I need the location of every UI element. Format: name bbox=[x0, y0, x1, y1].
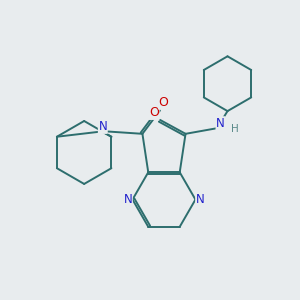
Text: N: N bbox=[98, 120, 107, 133]
Text: O: O bbox=[149, 106, 159, 119]
Text: N: N bbox=[216, 117, 225, 130]
Text: N: N bbox=[124, 193, 132, 206]
Text: O: O bbox=[158, 96, 168, 109]
Text: H: H bbox=[231, 124, 239, 134]
Text: N: N bbox=[196, 193, 205, 206]
